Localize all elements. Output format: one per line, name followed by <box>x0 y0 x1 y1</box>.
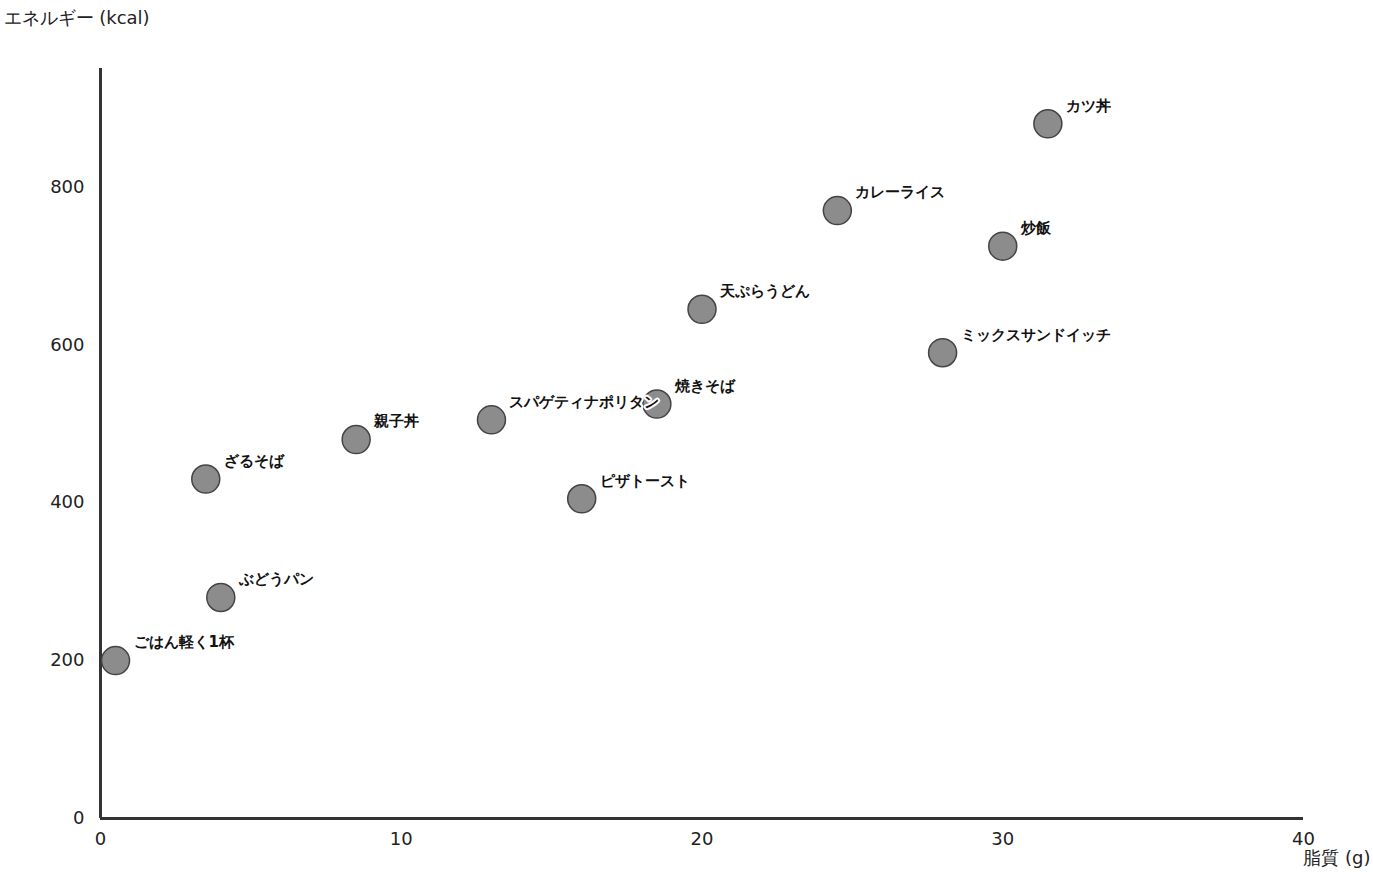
svg-text:焼きそば: 焼きそば <box>674 377 736 395</box>
svg-text:脂質 (g): 脂質 (g) <box>1303 847 1370 868</box>
svg-text:ピザトースト: ピザトースト <box>600 472 690 490</box>
svg-text:40: 40 <box>1292 828 1315 850</box>
svg-text:10: 10 <box>390 828 413 849</box>
svg-text:親子丼: 親子丼 <box>373 412 419 430</box>
svg-text:0: 0 <box>95 828 106 849</box>
svg-text:カレーライス: カレーライス <box>855 183 945 201</box>
svg-text:ごはん軽く1杯: ごはん軽く1杯 <box>134 633 235 651</box>
svg-text:ざるそば: ざるそば <box>224 452 285 470</box>
svg-text:ぶどうパン: ぶどうパン <box>238 570 314 588</box>
svg-text:エネルギー (kcal): エネルギー (kcal) <box>4 8 150 28</box>
svg-text:カツ丼: カツ丼 <box>1066 97 1111 115</box>
svg-text:ミックスサンドイッチ: ミックスサンドイッチ <box>961 326 1111 344</box>
svg-text:天ぷらうどん: 天ぷらうどん <box>719 282 810 300</box>
svg-text:炒飯: 炒飯 <box>1020 219 1052 237</box>
svg-text:スパゲティナポリタン: スパゲティナポリタン <box>509 393 659 411</box>
svg-text:0: 0 <box>73 807 84 828</box>
svg-text:20: 20 <box>691 828 714 849</box>
svg-text:800: 800 <box>50 176 84 197</box>
svg-text:30: 30 <box>991 828 1014 849</box>
svg-text:200: 200 <box>50 649 84 670</box>
svg-text:400: 400 <box>50 491 84 512</box>
svg-text:600: 600 <box>50 334 84 355</box>
